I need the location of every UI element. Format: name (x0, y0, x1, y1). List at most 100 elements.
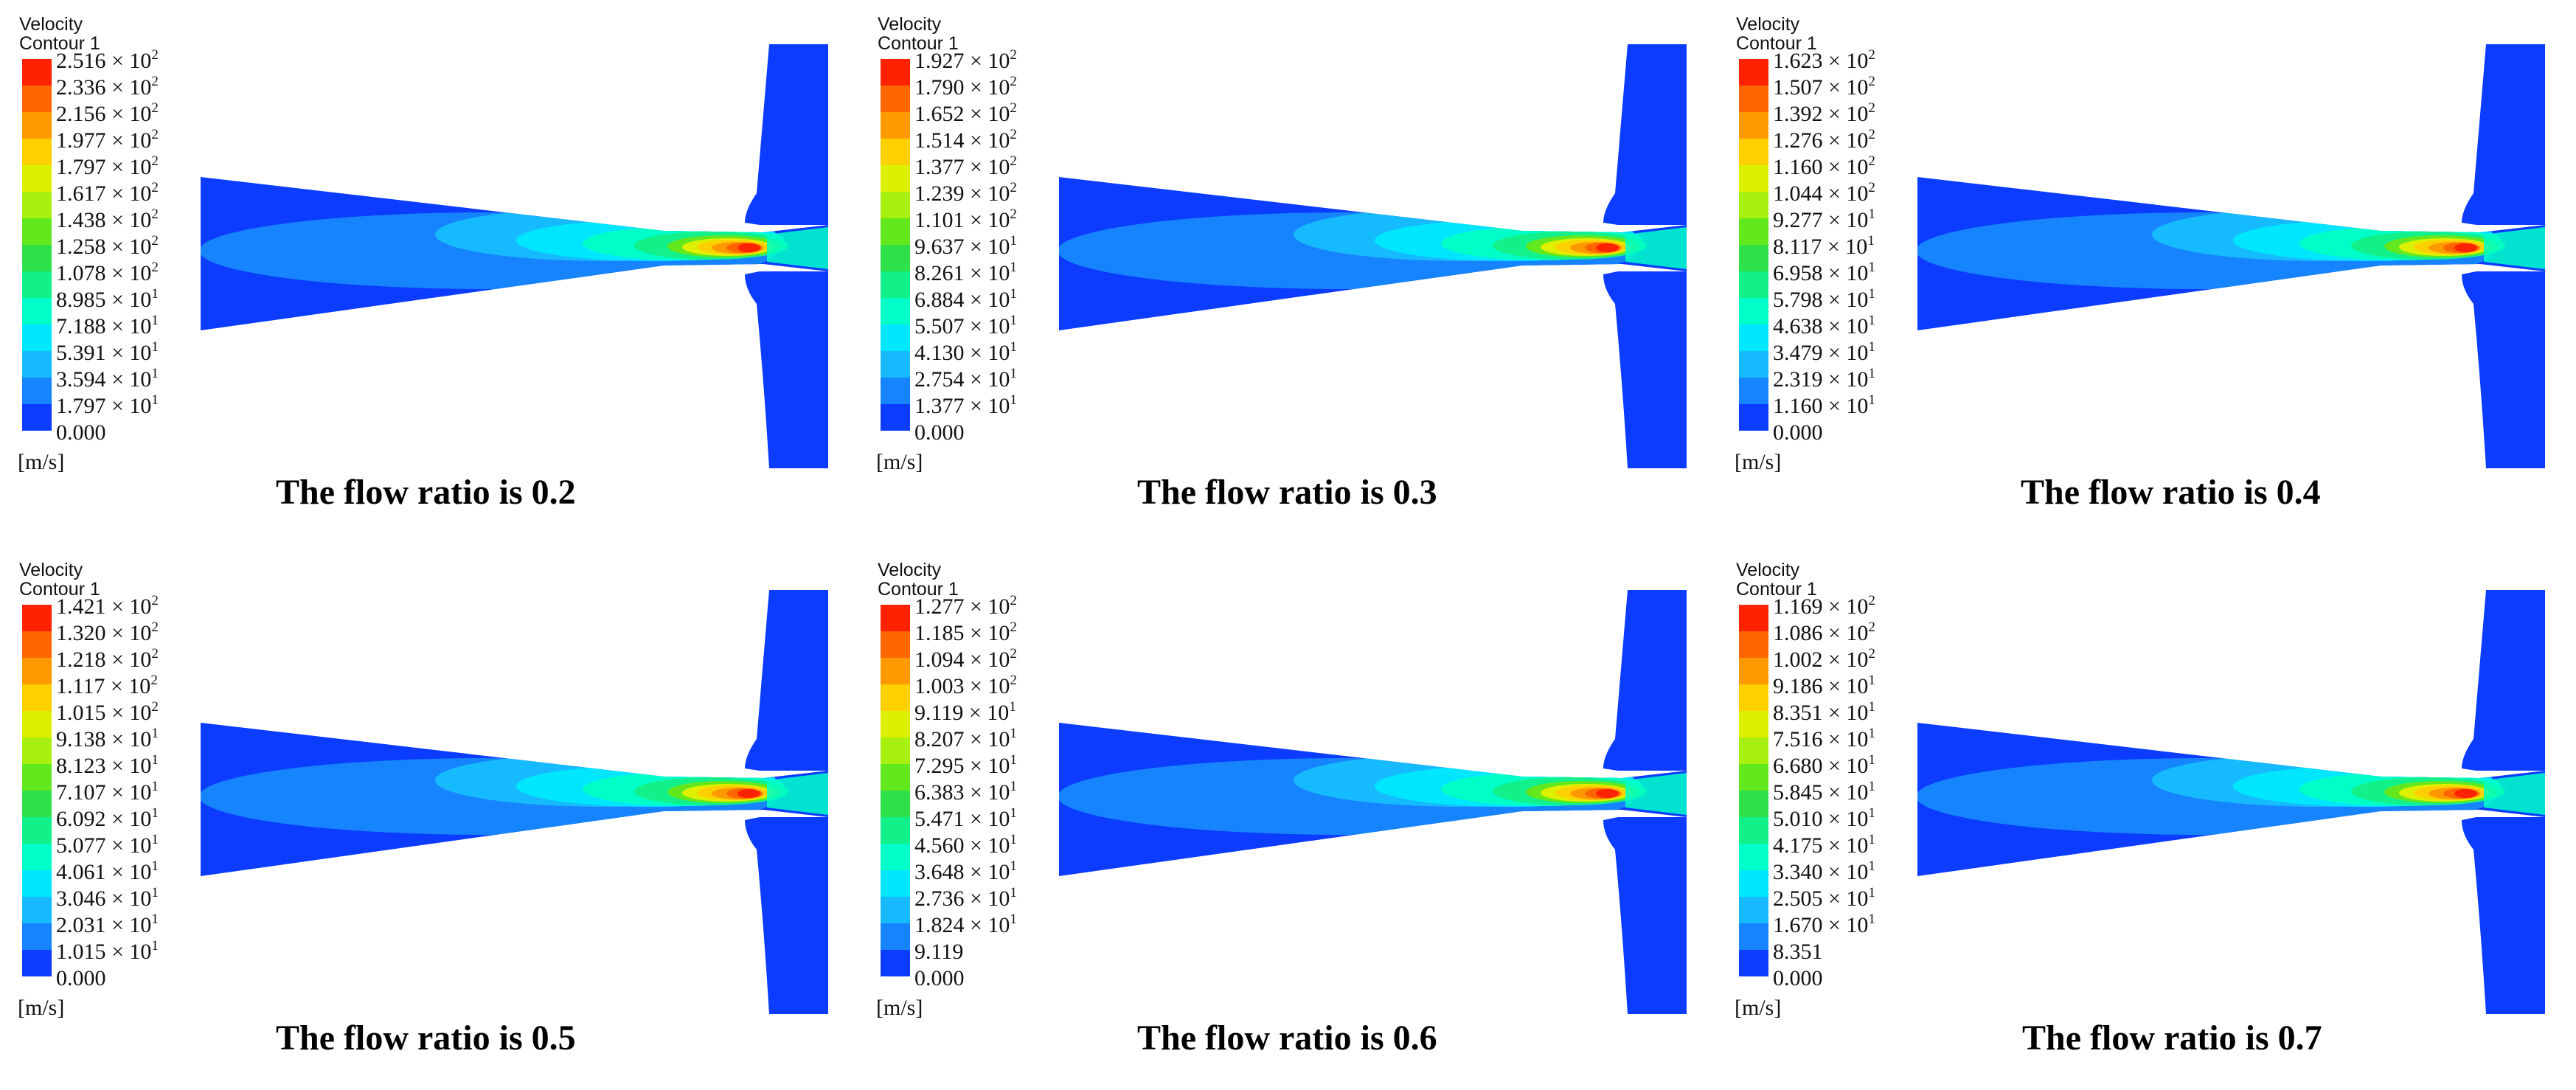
tick-mantissa: 7.188 (56, 314, 106, 339)
colorbar-swatch (22, 870, 52, 897)
tick-mantissa: 1.015 (56, 701, 106, 725)
tick-times: × 10 (105, 940, 152, 964)
tick-mantissa: 5.845 (1773, 780, 1823, 805)
tick-times: × 10 (964, 341, 1010, 365)
legend-tick-label: 6.383 × 101 (914, 780, 1017, 804)
tick-mantissa: 0.000 (56, 420, 106, 445)
colorbar-swatch (22, 684, 52, 711)
legend-unit: [m/s] (18, 996, 65, 1020)
tick-exponent: 1 (151, 313, 159, 328)
legend-tick-label: 2.336 × 102 (56, 74, 159, 100)
colorbar-swatch (881, 711, 910, 737)
legend-heading: Velocity Contour 1 (1736, 560, 1817, 599)
tick-mantissa: 4.175 (1773, 833, 1823, 858)
legend-title: Velocity (19, 560, 83, 580)
colorbar-swatch (881, 218, 910, 245)
tick-mantissa: 2.736 (914, 886, 965, 911)
tick-mantissa: 5.798 (1773, 288, 1823, 312)
tick-mantissa: 4.638 (1773, 314, 1823, 339)
colorbar-swatch (1739, 165, 1768, 192)
diffuser-jet (767, 773, 828, 815)
legend-tick-label: 9.637 × 101 (914, 234, 1017, 258)
legend-title: Velocity (878, 14, 942, 35)
colorbar-swatch (1739, 870, 1768, 897)
tick-times: × 10 (105, 701, 152, 725)
legend-tick-label: 1.927 × 102 (914, 48, 1017, 72)
legend-tick-label: 2.736 × 101 (914, 886, 1017, 911)
tick-mantissa: 1.320 (56, 621, 106, 645)
tick-mantissa: 8.985 (56, 288, 106, 312)
colorbar-swatch (1739, 192, 1768, 218)
lower-suction-passage (745, 817, 828, 1014)
tick-exponent: 2 (151, 180, 159, 195)
tick-times: × 10 (105, 314, 152, 339)
legend-tick-label: 1.101 × 102 (914, 207, 1017, 232)
tick-exponent: 2 (1010, 127, 1017, 142)
tick-times: × 10 (1822, 181, 1869, 206)
lower-suction-passage (1603, 271, 1687, 468)
legend-tick-label: 3.046 × 101 (56, 886, 159, 910)
tick-mantissa: 9.119 (914, 940, 964, 964)
legend-tick-label: 1.239 × 102 (914, 181, 1017, 205)
legend-tick-label: 1.218 × 102 (56, 647, 159, 671)
tick-times: × 10 (105, 75, 152, 100)
legend-tick-label: 5.471 × 101 (914, 806, 1017, 830)
tick-exponent: 1 (151, 339, 159, 355)
tick-mantissa: 6.884 (914, 288, 965, 312)
colorbar-swatch (1739, 897, 1768, 923)
lower-suction-passage (2462, 271, 2545, 468)
tick-times: × 10 (105, 341, 152, 365)
tick-times: × 10 (964, 754, 1010, 778)
colorbar-swatch (881, 950, 910, 976)
legend-tick-label: 8.117 × 101 (1773, 234, 1875, 259)
legend-unit: [m/s] (876, 450, 923, 474)
tick-exponent: 2 (1868, 127, 1875, 142)
tick-mantissa: 7.516 (1773, 727, 1823, 751)
colorbar-swatch (1739, 271, 1768, 298)
ejector-flow-field (201, 590, 828, 1014)
tick-times: × 10 (1822, 594, 1869, 619)
tick-times: × 10 (1822, 102, 1869, 126)
legend-title: Velocity (1736, 560, 1800, 580)
colorbar-swatch (881, 192, 910, 218)
tick-times: × 10 (1822, 833, 1869, 858)
tick-mantissa: 6.680 (1773, 754, 1823, 778)
legend-tick-label: 8.351 (1773, 941, 1823, 963)
tick-mantissa: 8.117 (1773, 235, 1822, 259)
tick-times: × 10 (105, 833, 152, 858)
colorbar-swatch (22, 923, 52, 950)
tick-times: × 10 (105, 49, 152, 73)
tick-exponent: 2 (1010, 100, 1017, 116)
legend-tick-label: 8.207 × 101 (914, 726, 1017, 751)
tick-mantissa: 2.031 (56, 913, 106, 937)
colorbar-swatch (22, 737, 52, 764)
tick-mantissa: 6.958 (1773, 261, 1823, 285)
tick-mantissa: 0.000 (56, 966, 106, 990)
legend-colorbar (1739, 605, 1768, 976)
tick-times: × 10 (105, 235, 152, 259)
colorbar-swatch (881, 271, 910, 298)
legend-tick-label: 8.123 × 101 (56, 753, 159, 777)
legend-subtitle: Contour 1 (878, 579, 959, 600)
panel-caption: The flow ratio is 0.5 (276, 1018, 576, 1058)
tick-mantissa: 5.010 (1773, 807, 1823, 831)
tick-times: × 10 (1822, 727, 1869, 751)
tick-times: × 10 (964, 75, 1010, 100)
tick-mantissa: 1.117 (56, 674, 105, 698)
tick-times: × 10 (964, 860, 1010, 884)
legend-tick-label: 2.031 × 101 (56, 912, 159, 937)
colorbar-swatch (22, 658, 52, 684)
tick-times: × 10 (105, 102, 152, 126)
tick-exponent: 2 (151, 100, 159, 116)
tick-times: × 10 (105, 594, 152, 619)
legend-tick-label: 9.119 (914, 941, 963, 963)
tick-mantissa: 1.438 (56, 208, 106, 232)
tick-mantissa: 1.797 (56, 155, 106, 179)
colorbar-swatch (881, 870, 910, 897)
ejector-flow-field (1059, 44, 1687, 468)
colorbar-swatch (1739, 404, 1768, 431)
tick-mantissa: 9.277 (1773, 208, 1823, 232)
diffuser-jet (1625, 227, 1687, 269)
colorbar-swatch (1739, 112, 1768, 139)
tick-exponent: 2 (151, 47, 159, 63)
